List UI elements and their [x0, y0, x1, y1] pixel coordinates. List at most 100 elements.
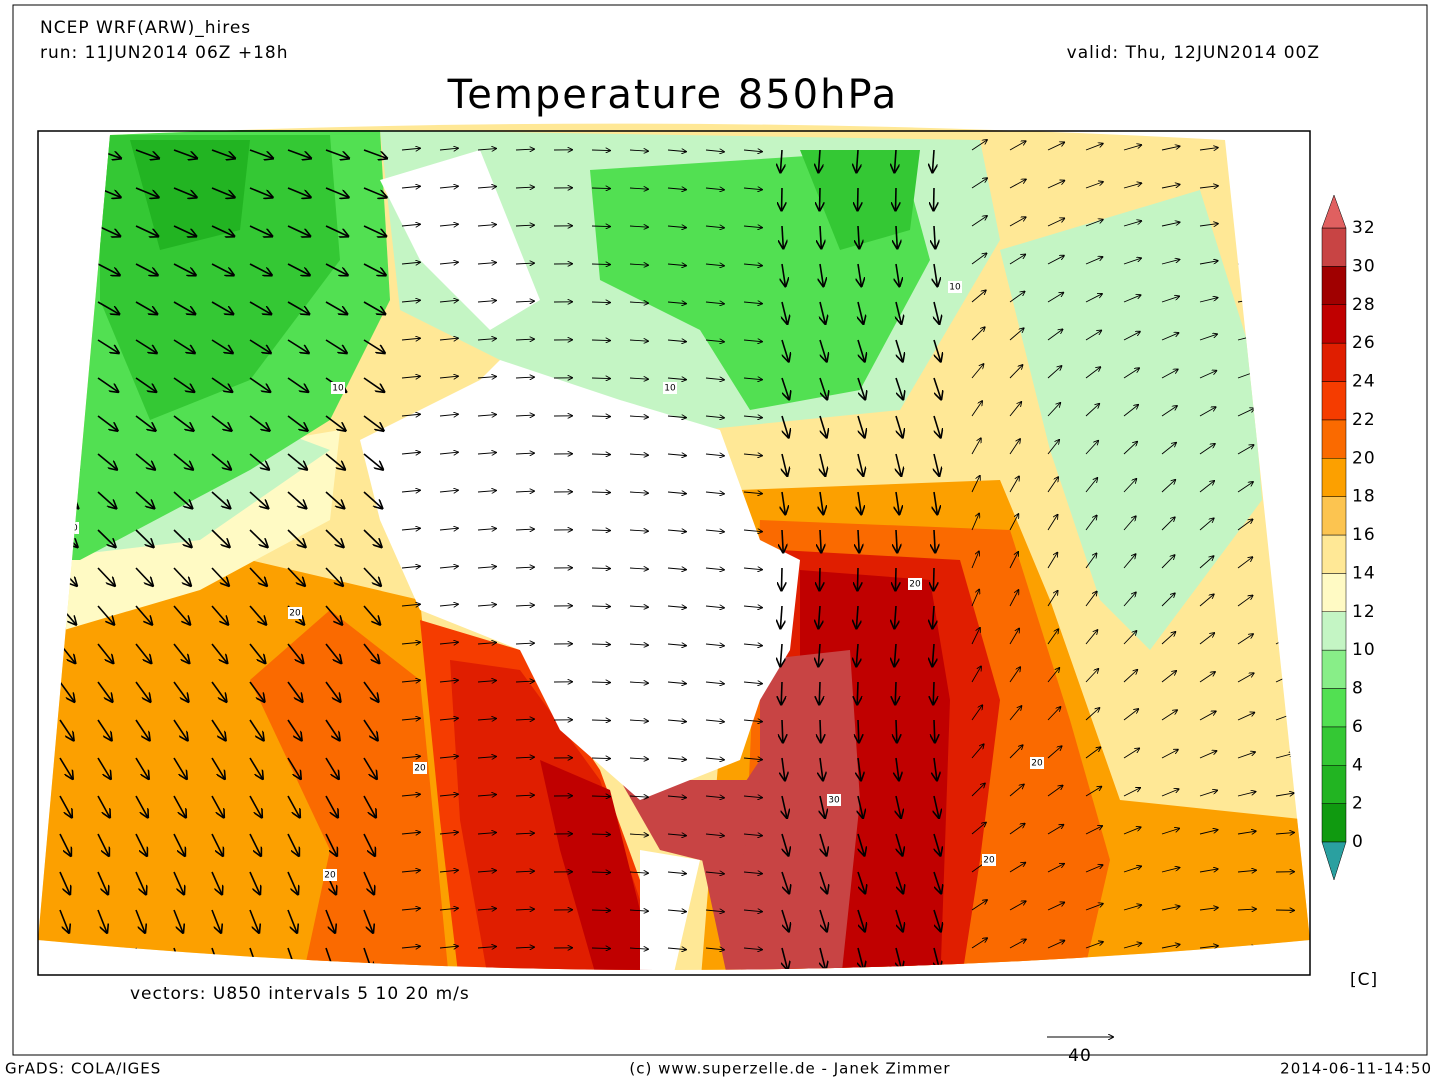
contour-label: 10 [66, 524, 78, 534]
wind-vector [59, 719, 73, 740]
wind-vector [515, 947, 534, 948]
wind-vector [667, 226, 686, 228]
wind-vector [363, 415, 383, 430]
wind-vector [59, 187, 82, 197]
wind-vector [1009, 141, 1026, 151]
wind-vector [1237, 149, 1256, 150]
wind-vector [401, 490, 420, 492]
wind-vector [401, 756, 420, 758]
wind-vector [515, 643, 534, 644]
wind-vector [325, 833, 337, 855]
wind-vector [477, 263, 496, 264]
wind-vector [401, 528, 420, 530]
wind-vector [743, 910, 762, 912]
wind-vector [515, 529, 534, 530]
wind-vector [780, 643, 782, 666]
contour-label-box [323, 869, 337, 881]
wind-vector [896, 263, 899, 286]
wind-vector [211, 491, 230, 508]
wind-vector [629, 188, 648, 189]
wind-vector [1161, 944, 1180, 949]
wind-vector [287, 681, 302, 701]
wind-vector [249, 377, 270, 392]
wind-vector [1085, 441, 1098, 455]
wind-vector [1009, 552, 1018, 569]
footer-right: 2014-06-11-14:50 [1280, 1060, 1432, 1078]
wind-vector [287, 263, 309, 275]
colorbar-bin [1321, 534, 1347, 574]
wind-vector [1047, 707, 1060, 721]
wind-vector [782, 263, 785, 286]
temperature-region [640, 850, 700, 971]
wind-vector [1009, 824, 1025, 835]
wind-vector [705, 302, 724, 304]
wind-vector [1237, 262, 1256, 264]
wind-vector [1047, 181, 1064, 189]
wind-vector [1085, 478, 1097, 493]
wind-vector [135, 491, 154, 508]
wind-vector [934, 757, 937, 780]
wind-vector [971, 744, 984, 759]
wind-vector [781, 909, 789, 931]
wind-vector [858, 491, 861, 514]
wind-vector [705, 948, 724, 950]
temperature-region [620, 780, 760, 870]
wind-vector [782, 225, 783, 248]
wind-vector [629, 606, 648, 607]
wind-vector [1199, 594, 1214, 607]
wind-vector [1199, 407, 1216, 417]
wind-vector [1047, 902, 1064, 911]
wind-vector [934, 301, 939, 323]
wind-vector [135, 871, 146, 894]
wind-vector [173, 225, 196, 236]
wind-vector [782, 719, 783, 742]
wind-vector [1047, 864, 1064, 873]
temperature-region [360, 360, 800, 800]
wind-vector [401, 604, 420, 606]
wind-vector [1237, 408, 1254, 417]
wind-vector [211, 263, 233, 275]
wind-vector [211, 909, 221, 932]
contour-label-box [413, 762, 427, 774]
temperature-region [1000, 190, 1262, 650]
wind-vector [173, 833, 185, 855]
colorbar-tick-label: 12 [1352, 602, 1376, 622]
wind-vector [439, 376, 458, 378]
wind-vector [1161, 710, 1177, 721]
wind-vector [401, 946, 420, 948]
wind-vector [477, 757, 496, 758]
footer-left: GrADS: COLA/IGES [5, 1060, 161, 1078]
wind-vector [97, 263, 119, 275]
wind-vector [781, 415, 788, 437]
wind-vector [1237, 225, 1256, 226]
wind-vector [287, 339, 308, 353]
wind-vector [1161, 369, 1178, 379]
wind-vector [667, 340, 686, 342]
wind-vector [211, 757, 224, 779]
wind-vector [629, 530, 648, 531]
wind-vector [1085, 220, 1103, 227]
wind-vector [933, 415, 940, 437]
colorbar-bin [1321, 304, 1347, 344]
wind-vector [363, 795, 376, 817]
wind-vector [363, 491, 382, 508]
wind-vector [135, 947, 144, 971]
wind-vector [287, 795, 300, 817]
wind-vector [363, 681, 378, 701]
wind-vector [1085, 257, 1103, 265]
wind-vector [1123, 295, 1141, 303]
wind-vector [896, 529, 897, 552]
wind-vector [857, 567, 858, 590]
wind-vector [1161, 296, 1179, 303]
wind-vector [819, 567, 820, 590]
wind-vector [249, 339, 270, 353]
wind-vector [1009, 667, 1020, 683]
wind-vector [97, 377, 118, 392]
wind-vector [591, 682, 610, 683]
wind-vector [173, 263, 195, 275]
colorbar-bin [1321, 688, 1347, 728]
wind-vector [971, 438, 981, 455]
wind-vector [782, 529, 783, 552]
wind-vector [1123, 516, 1136, 531]
